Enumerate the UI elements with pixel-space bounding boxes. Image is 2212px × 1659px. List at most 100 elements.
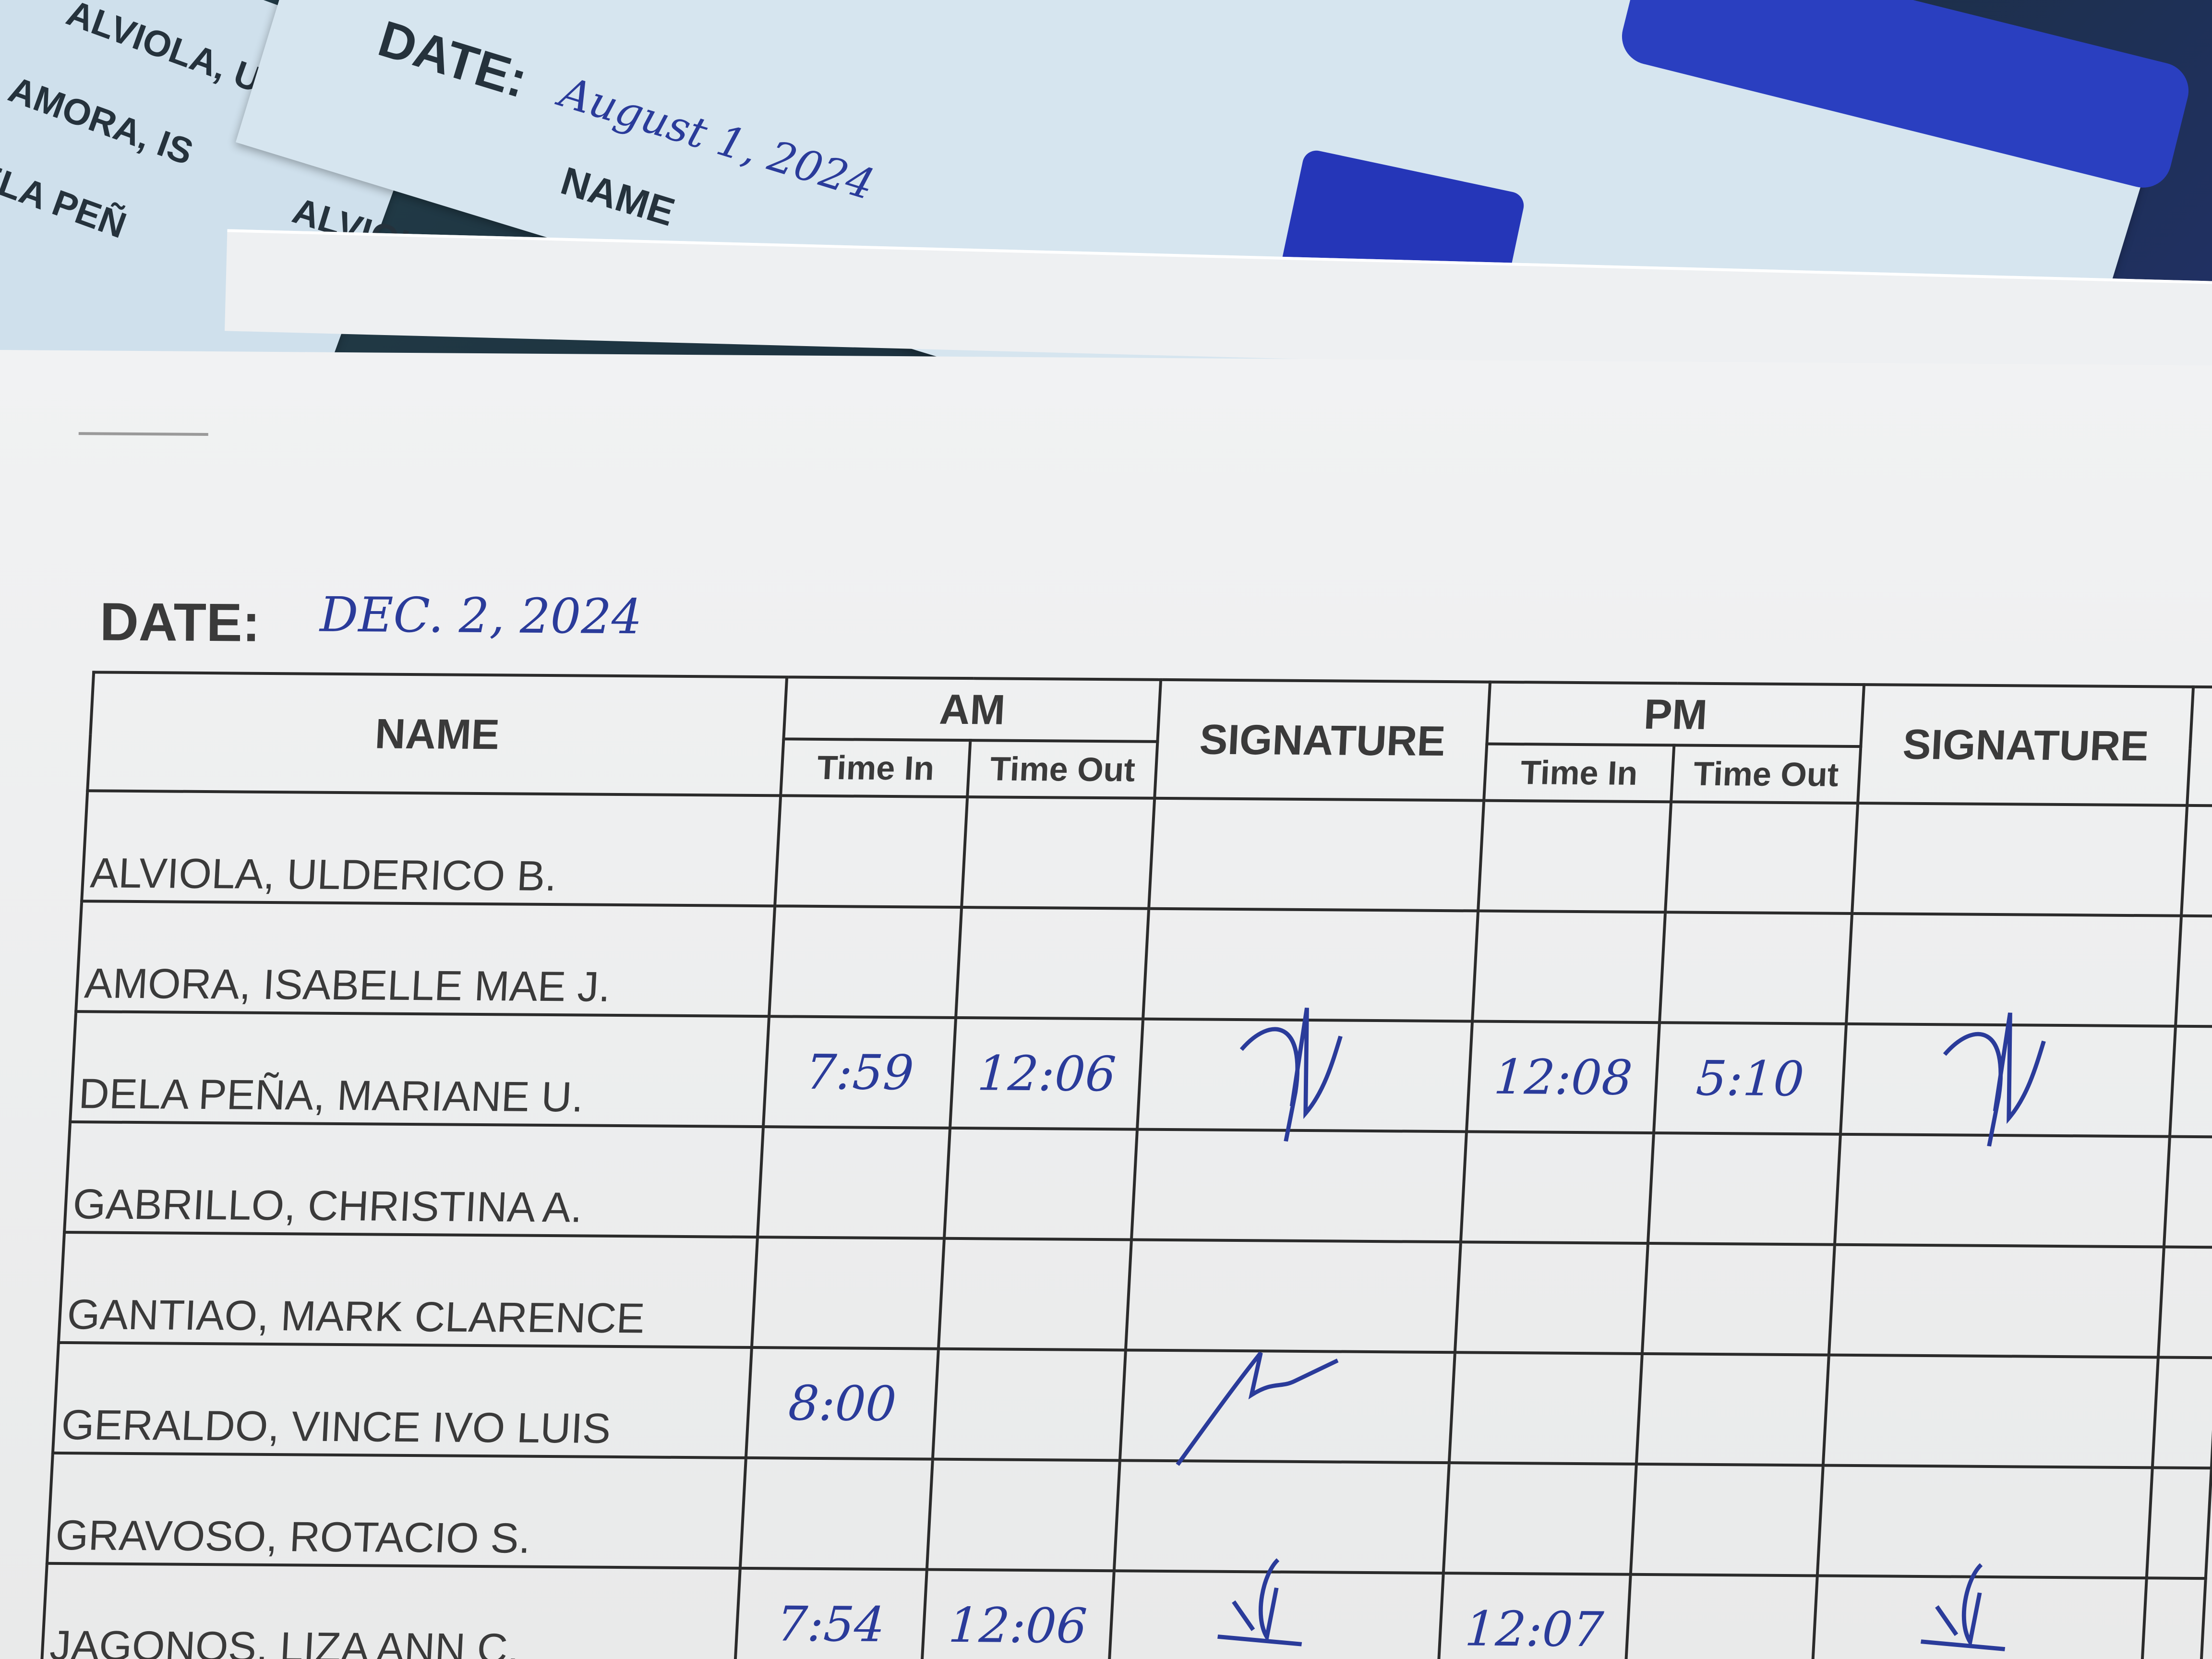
header-pm: PM xyxy=(1487,682,1864,747)
pm-time-in: 12:07 xyxy=(1438,1573,1631,1659)
table-row: GABRILLO, CHRISTINA A. xyxy=(64,1122,2212,1248)
header-pm-time-in: Time In xyxy=(1484,744,1674,802)
header-name: NAME xyxy=(87,672,787,796)
am-time-in xyxy=(769,906,962,1018)
student-name: JAGONOS, LIZA ANN C. xyxy=(41,1563,741,1659)
extra-cell xyxy=(2181,805,2212,916)
pm-time-out xyxy=(1648,1133,1841,1245)
am-time-in xyxy=(757,1127,950,1238)
table-row: JAGONOS, LIZA ANN C. 7:54 12:06 12:07 xyxy=(41,1558,2206,1659)
am-signature xyxy=(1149,798,1484,911)
am-signature xyxy=(1143,908,1479,1022)
am-time-in xyxy=(775,795,968,908)
am-time-out xyxy=(933,1348,1126,1461)
am-time-out: 12:06 xyxy=(921,1569,1115,1659)
am-signature xyxy=(1126,1239,1461,1353)
table-row: GANTIAO, MARK CLARENCE xyxy=(58,1232,2212,1358)
table-row: GERALDO, VINCE IVO LUIS 8:00 xyxy=(52,1342,2212,1468)
pm-time-out xyxy=(1665,802,1858,914)
pm-time-in-text: 12:08 xyxy=(1492,1048,1634,1106)
am-time-in: 7:54 xyxy=(734,1568,927,1659)
am-signature xyxy=(1114,1460,1450,1574)
pm-signature xyxy=(1852,803,2188,916)
extra-cell xyxy=(2152,1357,2212,1468)
divider xyxy=(78,432,208,436)
student-name-text: GANTIAO, MARK CLARENCE xyxy=(66,1290,646,1342)
extra-cell xyxy=(2147,1467,2212,1579)
student-name-text: JAGONOS, LIZA ANN C. xyxy=(48,1621,521,1659)
bg-name: DELA PEÑ xyxy=(0,145,132,246)
am-time-in-text: 7:54 xyxy=(775,1595,887,1653)
header-am: AM xyxy=(783,677,1161,742)
am-time-out xyxy=(944,1128,1138,1240)
am-time-out xyxy=(962,797,1155,909)
student-name-text: DELA PEÑA, MARIANE U. xyxy=(77,1070,585,1121)
header-am-signature: SIGNATURE xyxy=(1154,679,1491,801)
am-time-in: 8:00 xyxy=(746,1347,939,1459)
pm-time-out xyxy=(1624,1574,1818,1659)
pm-time-out xyxy=(1659,912,1852,1024)
table-row: AMORA, ISABELLE MAE J. xyxy=(76,901,2212,1027)
student-name: GERALDO, VINCE IVO LUIS xyxy=(52,1342,752,1458)
pm-signature xyxy=(1812,1563,2147,1659)
pm-time-in xyxy=(1461,1131,1654,1244)
pm-time-out xyxy=(1631,1464,1824,1576)
pm-signature xyxy=(1817,1465,2153,1578)
am-signature xyxy=(1108,1558,1444,1659)
extra-cell xyxy=(2176,915,2212,1027)
student-name: DELA PEÑA, MARIANE U. xyxy=(70,1011,769,1127)
attendance-table: NAME AM SIGNATURE PM SIGNATURE Time In T… xyxy=(40,671,2212,1659)
signature-mark xyxy=(1921,1563,2006,1651)
am-time-out-text: 12:06 xyxy=(947,1597,1089,1654)
pm-time-in xyxy=(1449,1352,1643,1464)
extra-cell xyxy=(2170,1026,2212,1137)
am-time-in-text: 8:00 xyxy=(787,1375,898,1432)
extra-cell xyxy=(2141,1578,2206,1659)
signature-mark xyxy=(1217,1558,1302,1647)
date-value: DEC. 2, 2024 xyxy=(319,586,642,645)
bg-name: ABRIL xyxy=(0,221,6,299)
extra-cell xyxy=(2164,1136,2212,1248)
bg-name: ALVIOLA, U xyxy=(61,0,267,101)
extra-cell xyxy=(2158,1247,2212,1358)
pm-time-in-text: 12:07 xyxy=(1463,1600,1605,1658)
date-label: DATE: xyxy=(99,591,261,653)
header-am-time-in: Time In xyxy=(781,739,971,797)
header-pm-signature: SIGNATURE xyxy=(1858,685,2194,805)
pm-time-in xyxy=(1478,800,1671,913)
am-time-in: 7:59 xyxy=(763,1016,956,1128)
table-row: ALVIOLA, ULDERICO B. xyxy=(82,791,2212,916)
bg-name: AMORA, IS xyxy=(3,69,199,173)
am-time-out xyxy=(956,907,1149,1019)
am-signature xyxy=(1120,1350,1455,1466)
pm-time-in xyxy=(1443,1463,1637,1575)
student-name-text: ALVIOLA, ULDERICO B. xyxy=(89,849,558,900)
pm-time-out xyxy=(1642,1243,1835,1355)
signature-mark xyxy=(1176,1351,1339,1466)
pm-signature xyxy=(1835,1134,2170,1247)
student-name-text: AMORA, ISABELLE MAE J. xyxy=(83,959,612,1010)
pm-time-out xyxy=(1636,1353,1829,1466)
student-name-text: GABRILLO, CHRISTINA A. xyxy=(72,1180,584,1231)
pm-signature xyxy=(1846,913,2182,1026)
signature-mark xyxy=(1943,1012,2046,1147)
student-name: GRAVOSO, ROTACIO S. xyxy=(47,1453,746,1568)
pm-signature xyxy=(1823,1355,2159,1468)
pm-time-out: 5:10 xyxy=(1654,1022,1847,1134)
am-signature xyxy=(1137,1008,1473,1142)
student-name-text: GRAVOSO, ROTACIO S. xyxy=(54,1511,532,1562)
am-time-out xyxy=(927,1459,1120,1571)
student-name: ALVIOLA, ULDERICO B. xyxy=(82,791,781,906)
header-pm-time-out: Time Out xyxy=(1671,745,1861,804)
student-name: AMORA, ISABELLE MAE J. xyxy=(76,901,775,1017)
am-time-out: 12:06 xyxy=(950,1017,1143,1130)
am-time-in xyxy=(752,1237,945,1349)
am-time-in-text: 7:59 xyxy=(804,1044,915,1101)
pm-time-out-text: 5:10 xyxy=(1695,1050,1806,1107)
pm-signature xyxy=(1840,1012,2176,1147)
student-name: GABRILLO, CHRISTINA A. xyxy=(64,1122,764,1238)
am-signature xyxy=(1131,1129,1467,1242)
signature-mark xyxy=(1240,1008,1343,1142)
pm-time-in: 12:08 xyxy=(1467,1021,1660,1133)
pm-signature xyxy=(1829,1244,2164,1358)
